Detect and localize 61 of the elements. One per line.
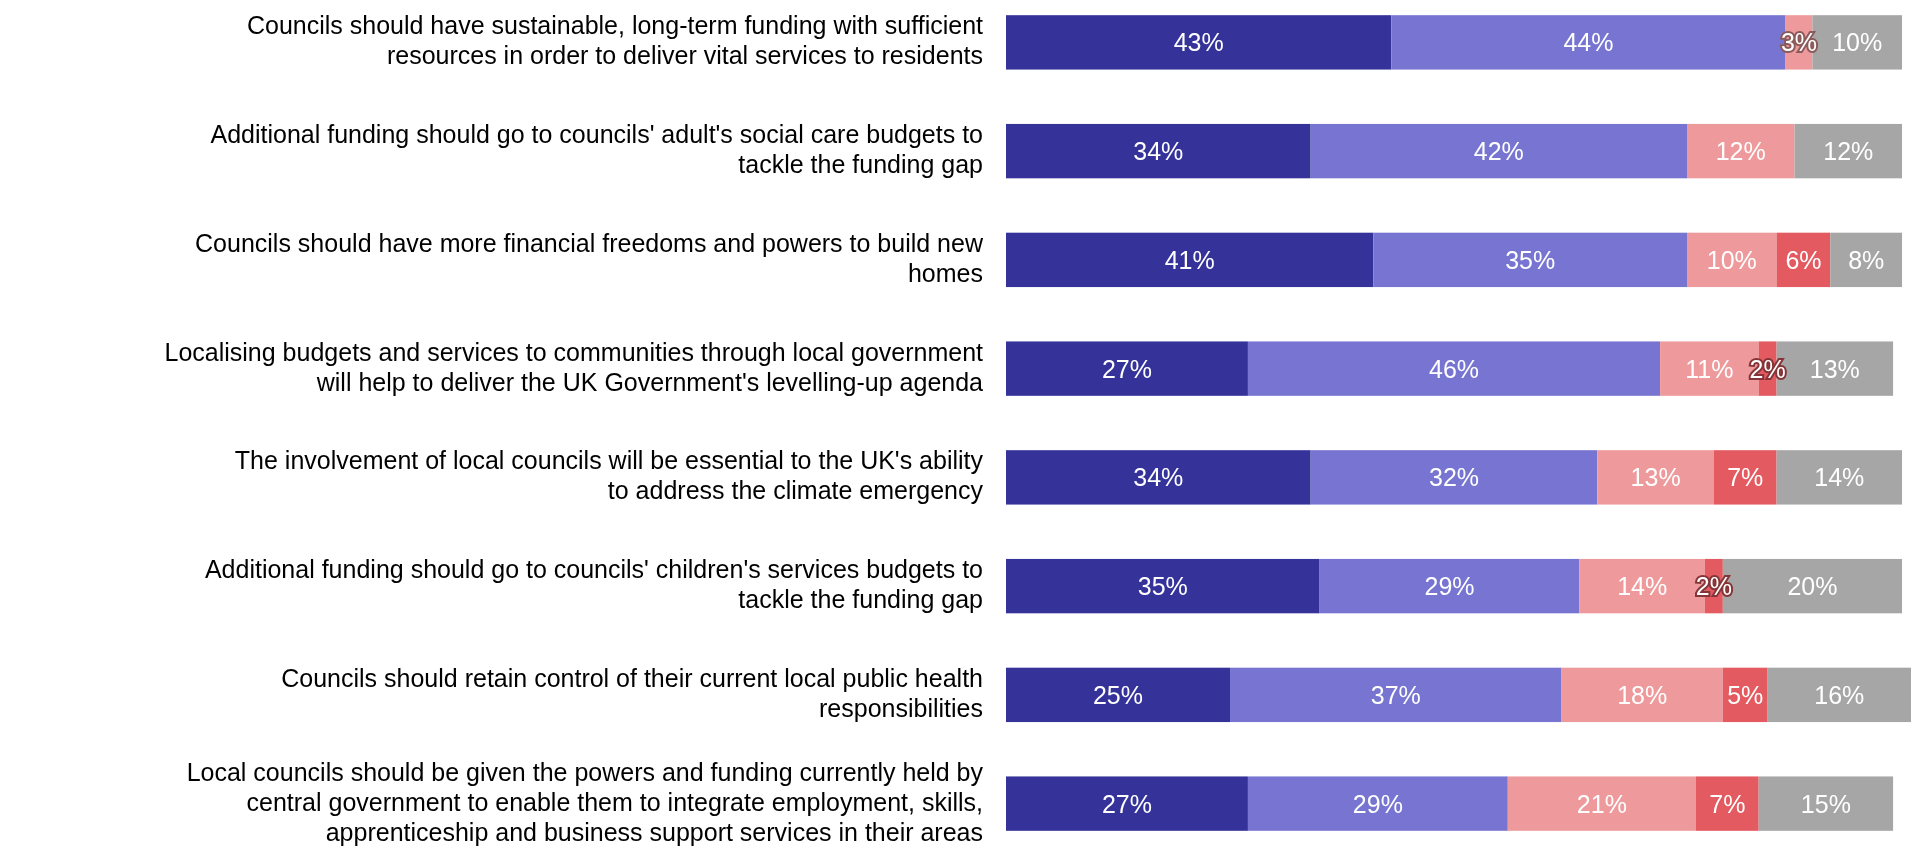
data-label: 6% <box>1785 245 1822 274</box>
data-label: 15% <box>1800 789 1851 818</box>
data-label: 5% <box>1727 680 1764 709</box>
data-label: 7% <box>1709 789 1746 818</box>
data-label: 42% <box>1473 137 1524 166</box>
bar <box>1230 667 1562 723</box>
data-label: 8% <box>1848 245 1885 274</box>
bar <box>1006 232 1374 288</box>
bar <box>1310 450 1598 505</box>
bar <box>1319 558 1580 614</box>
data-label: 2% <box>1749 354 1786 383</box>
y-tick-label: Additional funding should go to councils' adult's social care budgets to tackle the funding gap <box>210 119 983 178</box>
data-label: 10% <box>1706 245 1757 274</box>
data-label: 7% <box>1727 463 1764 492</box>
data-label: 27% <box>1101 354 1152 383</box>
bar <box>1373 232 1687 288</box>
data-label: 44% <box>1563 28 1614 57</box>
data-label: 43% <box>1173 28 1224 57</box>
bar <box>1006 341 1248 396</box>
bar <box>1507 776 1696 831</box>
bar <box>1006 450 1311 505</box>
y-tick-label: The involvement of local councils will be essential to the UK's ability to address the climate emergency <box>234 445 984 504</box>
data-label: 29% <box>1424 572 1475 601</box>
bar <box>1006 667 1231 723</box>
data-label: 14% <box>1617 572 1668 601</box>
data-label: 21% <box>1576 789 1627 818</box>
data-label: 29% <box>1352 789 1403 818</box>
bar <box>1006 776 1248 831</box>
data-label: 2% <box>1695 572 1732 601</box>
data-label: 14% <box>1814 463 1865 492</box>
data-label: 35% <box>1137 572 1188 601</box>
y-tick-label: Local councils should be given the powers and funding currently held by central government to enable them to integrate employment, skills, apprenticeship and business support services in their areas <box>186 757 984 846</box>
data-label: 35% <box>1505 245 1556 274</box>
data-label: 32% <box>1429 463 1480 492</box>
data-label: 20% <box>1787 572 1838 601</box>
data-label: 34% <box>1133 463 1184 492</box>
data-label: 12% <box>1823 137 1874 166</box>
y-tick-label: Localising budgets and services to communities through local government will help to deliver the UK Government's levelling-up agenda <box>164 337 984 396</box>
y-tick-label: Councils should retain control of their current local public health responsibilities <box>281 663 983 722</box>
data-label: 10% <box>1832 28 1883 57</box>
data-label: 13% <box>1630 463 1681 492</box>
bar <box>1247 776 1508 831</box>
y-tick-label: Councils should have more financial freedoms and powers to build new homes <box>195 228 984 287</box>
bar <box>1006 558 1320 614</box>
y-tick-label: Councils should have sustainable, long-term funding with sufficient resources in order to deliver vital services to residents <box>246 10 984 69</box>
data-label: 37% <box>1370 680 1421 709</box>
data-label: 34% <box>1133 137 1184 166</box>
data-label: 27% <box>1101 789 1152 818</box>
data-label: 18% <box>1617 680 1668 709</box>
y-tick-label: Additional funding should go to councils' children's services budgets to tackle the funding gap <box>204 554 983 613</box>
data-label: 13% <box>1809 354 1860 383</box>
bar <box>1247 341 1661 396</box>
data-label: 11% <box>1685 354 1734 383</box>
data-label: 25% <box>1092 680 1144 709</box>
data-label: 46% <box>1429 354 1480 383</box>
data-label: 16% <box>1814 680 1865 709</box>
bar <box>1006 15 1392 70</box>
data-label: 12% <box>1715 137 1766 166</box>
bar <box>1006 123 1311 179</box>
data-label: 41% <box>1164 245 1215 274</box>
bar <box>1310 123 1687 179</box>
